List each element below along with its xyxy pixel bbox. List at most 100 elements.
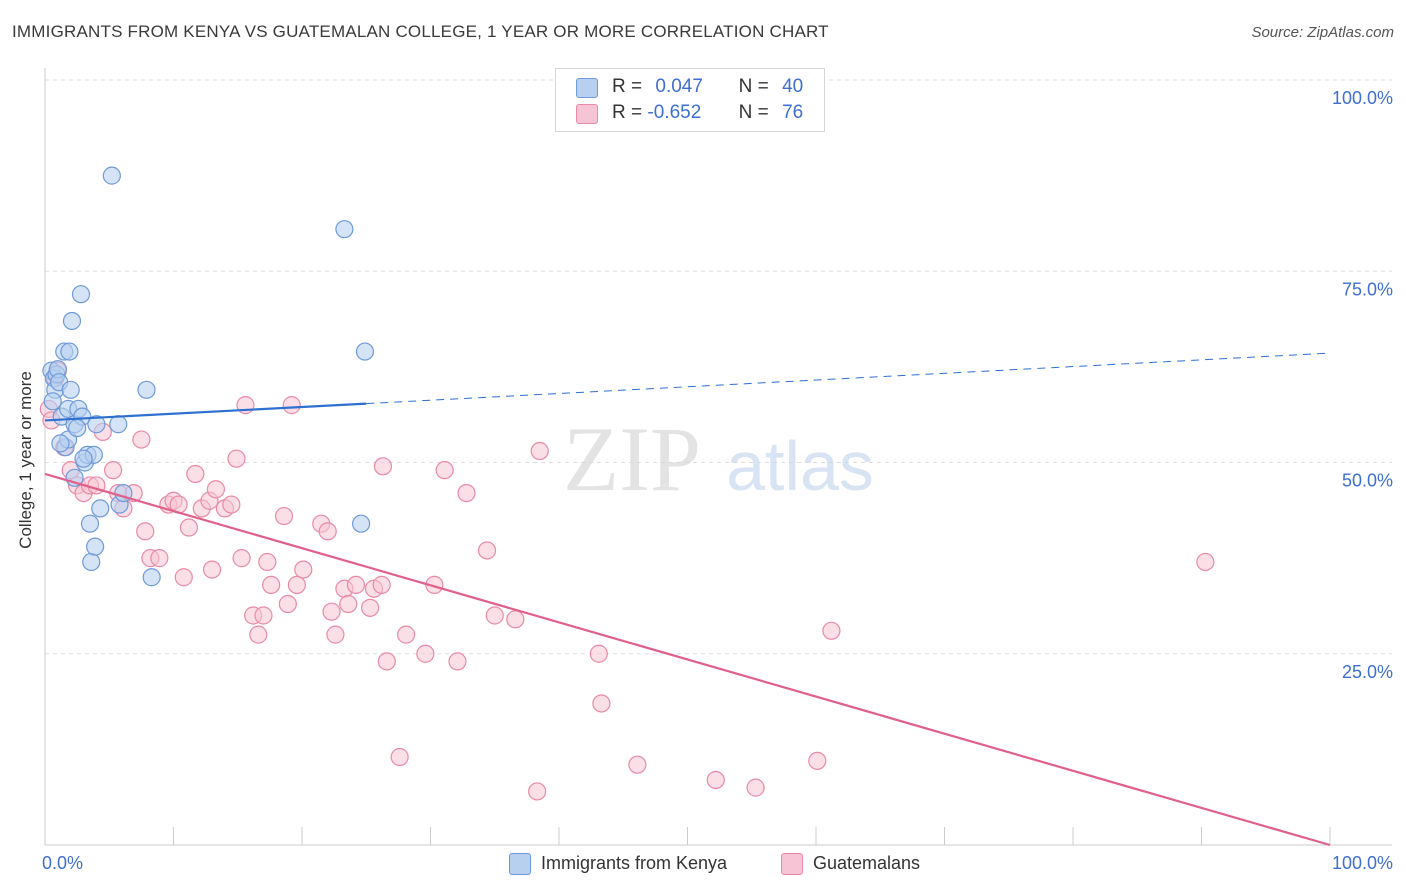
kenya-r-label: R = (612, 76, 643, 97)
guatemalan-point (435, 461, 454, 480)
x-tick-label: 0.0% (42, 853, 83, 873)
guatemalan-point (136, 522, 155, 541)
guatemalan-point (530, 441, 549, 461)
kenya-point (68, 418, 87, 438)
kenya-legend-label: Immigrants from Kenya (541, 853, 728, 873)
guatemalan-point (390, 747, 409, 767)
guatemalan-point (294, 560, 313, 579)
kenya-point (82, 552, 101, 572)
x-tick-label: 100.0% (1332, 853, 1393, 873)
guatemalan-legend-label: Guatemalans (813, 853, 921, 873)
guatemalan-point (706, 770, 725, 790)
guatemalan-point (1196, 552, 1215, 572)
guatemalan-point (346, 575, 366, 595)
guatemalan-point (132, 430, 151, 449)
kenya-point (352, 514, 371, 533)
kenya-trend-line (44, 402, 367, 422)
kenya-n-label: N = (738, 76, 769, 97)
guatemalan-point (372, 575, 391, 595)
guatemalan-point (339, 594, 358, 614)
guatemalan-point (592, 694, 611, 713)
guatemalan-point (249, 625, 268, 644)
tick-labels: 100.0% 75.0% 50.0% 25.0% 0.0% 100.0% (42, 88, 1393, 873)
kenya-point (60, 342, 79, 361)
guatemalan-point (287, 575, 306, 595)
guatemalan-point (822, 621, 841, 640)
guatemalan-point (254, 606, 273, 625)
correlation-legend: R = 0.047 N = 40 R = -0.652 N = 76 (555, 68, 825, 132)
guatemalan-point (377, 652, 396, 671)
kenya-n-value: 40 (782, 76, 804, 97)
kenya-point (102, 166, 121, 185)
guatemalan-point (258, 552, 277, 572)
kenya-point (61, 380, 80, 399)
watermark-atlas: atlas (726, 427, 874, 505)
y-tick-label: 100.0% (1332, 88, 1393, 108)
guatemalan-point (589, 644, 608, 663)
guatemalan-point (448, 652, 467, 671)
guatemalan-point (808, 751, 827, 770)
guatemalan-point (104, 461, 123, 480)
guatemalan-point (416, 644, 435, 663)
chart-source: Source: ZipAtlas.com (1251, 24, 1394, 41)
guatemalan-point (227, 449, 246, 468)
guatemalan-point (174, 568, 193, 587)
y-tick-label: 50.0% (1342, 471, 1393, 491)
guatemalan-trend-line (44, 472, 1331, 847)
kenya-point (74, 449, 93, 468)
guatemalan-point (373, 457, 393, 476)
kenya-trend-extension (366, 352, 1331, 405)
guatemalan-point (506, 610, 525, 629)
watermark-zip: ZIP (563, 408, 701, 510)
guatemalan-point (150, 549, 169, 568)
guatemalan-point (528, 782, 547, 801)
kenya-point (87, 415, 106, 434)
guatemalan-point (485, 606, 504, 625)
guatemalan-n-label: N = (738, 102, 769, 123)
kenya-point (142, 568, 161, 587)
y-tick-label: 25.0% (1342, 662, 1393, 682)
kenya-point (137, 380, 156, 399)
guatemalan-r-label: R = (612, 102, 643, 123)
y-axis-label: College, 1 year or more (16, 371, 35, 549)
guatemalan-point (278, 594, 297, 614)
kenya-points (42, 166, 375, 587)
chart-title: IMMIGRANTS FROM KENYA VS GUATEMALAN COLL… (12, 22, 829, 41)
guatemalan-point (186, 464, 205, 484)
kenya-point (80, 514, 100, 533)
guatemalan-point (361, 598, 380, 617)
kenya-point (109, 415, 128, 434)
watermark: ZIP atlas (563, 408, 874, 510)
guatemalan-point (457, 484, 476, 503)
guatemalan-point (326, 625, 345, 644)
guatemalan-point (202, 560, 222, 579)
kenya-point (335, 220, 354, 239)
guatemalan-point (232, 549, 251, 568)
guatemalan-point (282, 396, 301, 415)
kenya-r-value: 0.047 (655, 76, 703, 97)
guatemalan-point (477, 541, 497, 560)
kenya-swatch (576, 78, 598, 98)
guatemalan-point (628, 755, 647, 774)
guatemalan-point (274, 506, 294, 526)
guatemalan-point (322, 602, 341, 621)
kenya-point (43, 392, 62, 411)
guatemalan-point (396, 625, 416, 644)
guatemalan-point (206, 480, 226, 499)
kenya-point (51, 434, 70, 453)
trend-lines (44, 352, 1331, 847)
guatemalan-n-value: 76 (782, 102, 804, 123)
guatemalan-point (318, 522, 337, 541)
kenya-point (91, 499, 110, 518)
gridlines (45, 79, 1392, 655)
guatemalan-point (222, 495, 241, 514)
guatemalan-swatch (576, 104, 598, 124)
kenya-legend-swatch (509, 853, 531, 875)
guatemalan-r-value: -0.652 (647, 102, 702, 123)
guatemalan-point (262, 575, 281, 595)
kenya-point (62, 311, 82, 331)
guatemalan-point (746, 778, 765, 797)
kenya-point (355, 342, 375, 361)
kenya-point (71, 285, 91, 304)
